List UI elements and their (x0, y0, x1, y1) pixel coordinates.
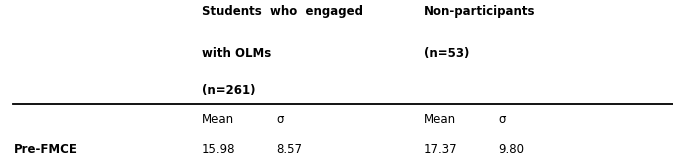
Text: 17.37: 17.37 (424, 143, 458, 156)
Text: Non-participants: Non-participants (424, 5, 536, 18)
Text: 8.57: 8.57 (276, 143, 302, 156)
Text: 9.80: 9.80 (498, 143, 524, 156)
Text: (n=261): (n=261) (202, 84, 255, 97)
Text: 15.98: 15.98 (202, 143, 236, 156)
Text: Pre-FMCE: Pre-FMCE (13, 143, 77, 156)
Text: with OLMs: with OLMs (202, 47, 271, 60)
Text: σ: σ (276, 113, 283, 125)
Text: Students  who  engaged: Students who engaged (202, 5, 363, 18)
Text: (n=53): (n=53) (424, 47, 469, 60)
Text: Mean: Mean (202, 113, 234, 125)
Text: σ: σ (498, 113, 505, 125)
Text: Mean: Mean (424, 113, 456, 125)
